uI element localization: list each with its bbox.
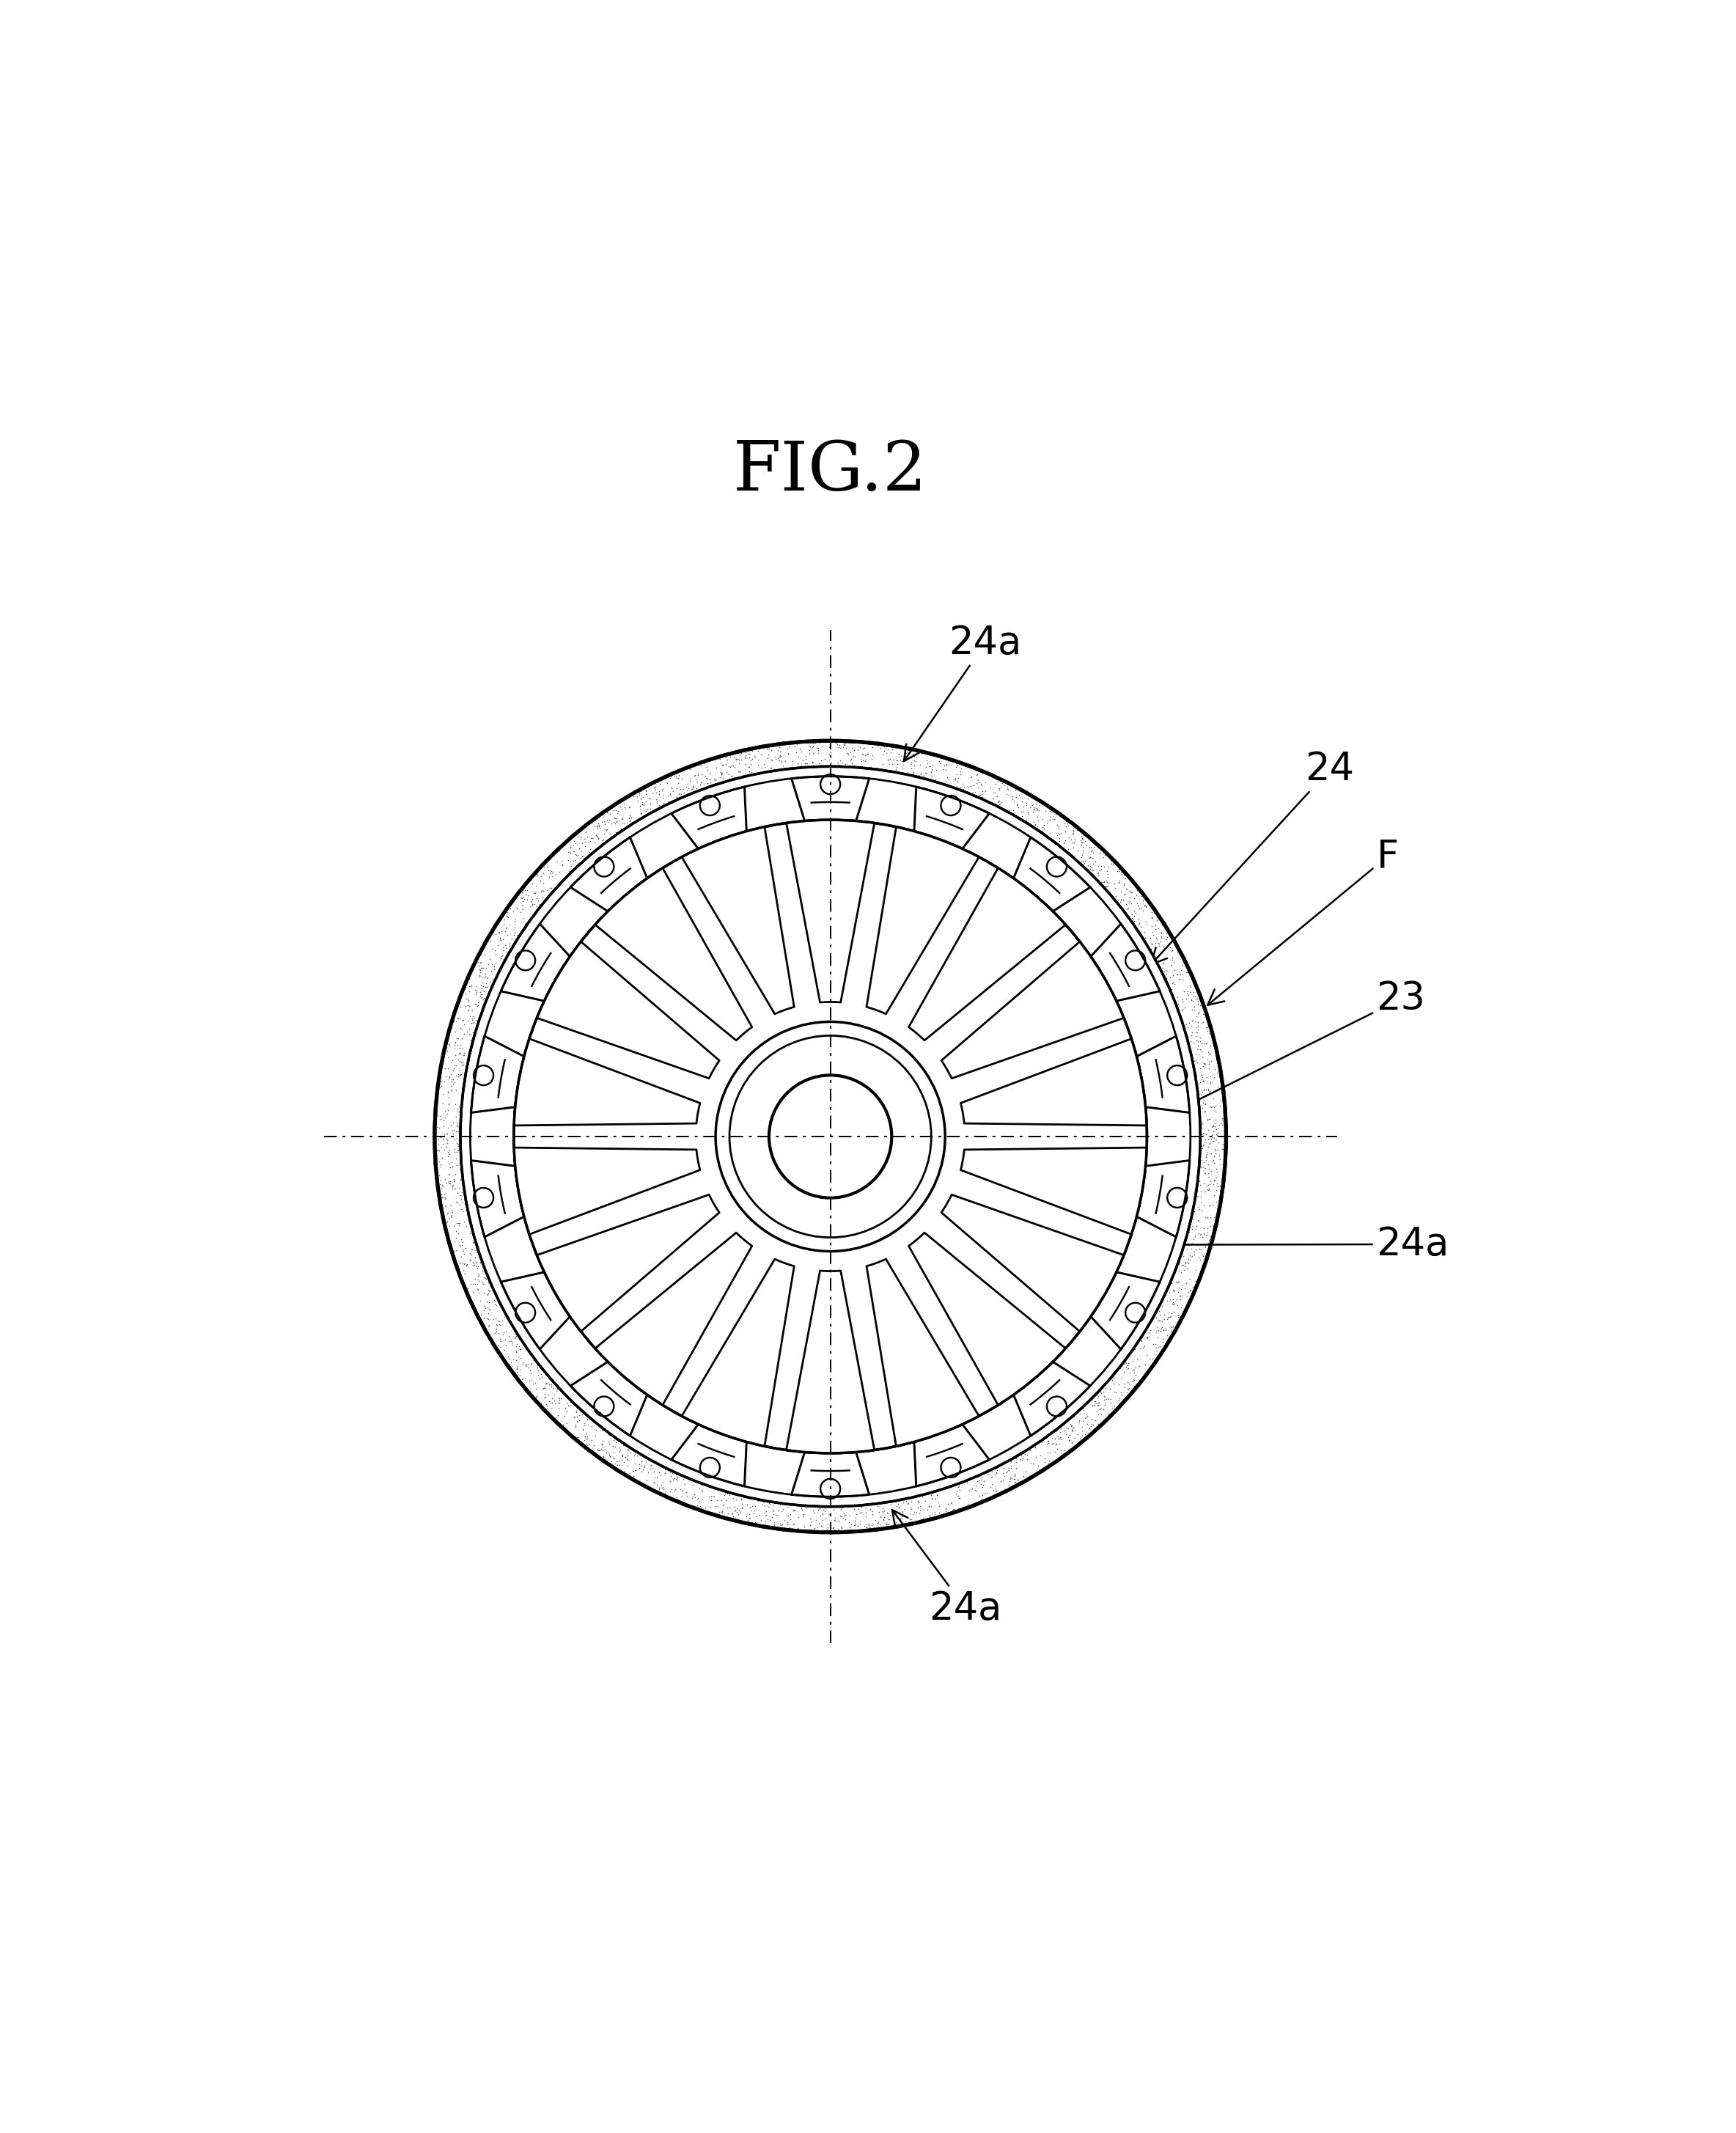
Polygon shape (786, 819, 875, 1003)
Text: 24: 24 (1151, 751, 1354, 964)
Text: 24a: 24a (1132, 1224, 1450, 1263)
Polygon shape (682, 1258, 793, 1446)
Polygon shape (536, 1194, 719, 1331)
Circle shape (941, 796, 960, 815)
Polygon shape (595, 868, 752, 1041)
Polygon shape (514, 1039, 700, 1126)
Circle shape (729, 1037, 930, 1237)
Polygon shape (908, 1233, 1066, 1406)
Polygon shape (502, 1271, 569, 1350)
Circle shape (1047, 1397, 1066, 1416)
Circle shape (700, 1457, 720, 1478)
Circle shape (715, 1022, 944, 1252)
Circle shape (460, 766, 1200, 1506)
Text: F: F (1208, 838, 1399, 1005)
Polygon shape (915, 1425, 990, 1487)
Polygon shape (792, 1453, 870, 1497)
Text: 24a: 24a (904, 623, 1023, 761)
Text: FIG.2: FIG.2 (733, 439, 927, 506)
Polygon shape (941, 941, 1123, 1079)
Circle shape (941, 1457, 960, 1478)
Polygon shape (672, 787, 746, 849)
Circle shape (516, 951, 535, 971)
Circle shape (434, 740, 1226, 1531)
Circle shape (474, 1188, 493, 1207)
Polygon shape (960, 1039, 1147, 1126)
Polygon shape (1090, 1271, 1160, 1350)
Polygon shape (908, 868, 1066, 1041)
Polygon shape (595, 1233, 752, 1406)
Polygon shape (866, 1258, 979, 1446)
Polygon shape (960, 1148, 1147, 1235)
Circle shape (769, 1075, 892, 1199)
Circle shape (821, 774, 840, 793)
Polygon shape (672, 1425, 746, 1487)
Polygon shape (514, 1148, 700, 1235)
Polygon shape (470, 1037, 524, 1113)
Circle shape (1125, 951, 1146, 971)
Polygon shape (682, 828, 793, 1013)
Polygon shape (1014, 838, 1090, 911)
Polygon shape (915, 787, 990, 849)
Circle shape (1167, 1188, 1187, 1207)
Polygon shape (1014, 1361, 1090, 1436)
Polygon shape (536, 941, 719, 1079)
Circle shape (514, 819, 1147, 1453)
Polygon shape (571, 838, 648, 911)
Circle shape (1047, 857, 1066, 877)
Polygon shape (866, 828, 979, 1013)
Polygon shape (1137, 1160, 1189, 1237)
Polygon shape (502, 924, 569, 1000)
Circle shape (594, 857, 615, 877)
Polygon shape (1090, 924, 1160, 1000)
Circle shape (514, 819, 1147, 1453)
Polygon shape (571, 1361, 648, 1436)
Polygon shape (1137, 1037, 1189, 1113)
Polygon shape (792, 776, 870, 821)
Circle shape (1125, 1303, 1146, 1322)
Circle shape (1167, 1066, 1187, 1086)
Text: 23: 23 (1151, 979, 1425, 1124)
Circle shape (516, 1303, 535, 1322)
Circle shape (474, 1066, 493, 1086)
Circle shape (594, 1397, 615, 1416)
Circle shape (700, 796, 720, 815)
Polygon shape (941, 1194, 1123, 1331)
Polygon shape (470, 1160, 524, 1237)
Text: 24a: 24a (892, 1510, 1002, 1627)
Circle shape (821, 1478, 840, 1499)
Polygon shape (786, 1271, 875, 1453)
